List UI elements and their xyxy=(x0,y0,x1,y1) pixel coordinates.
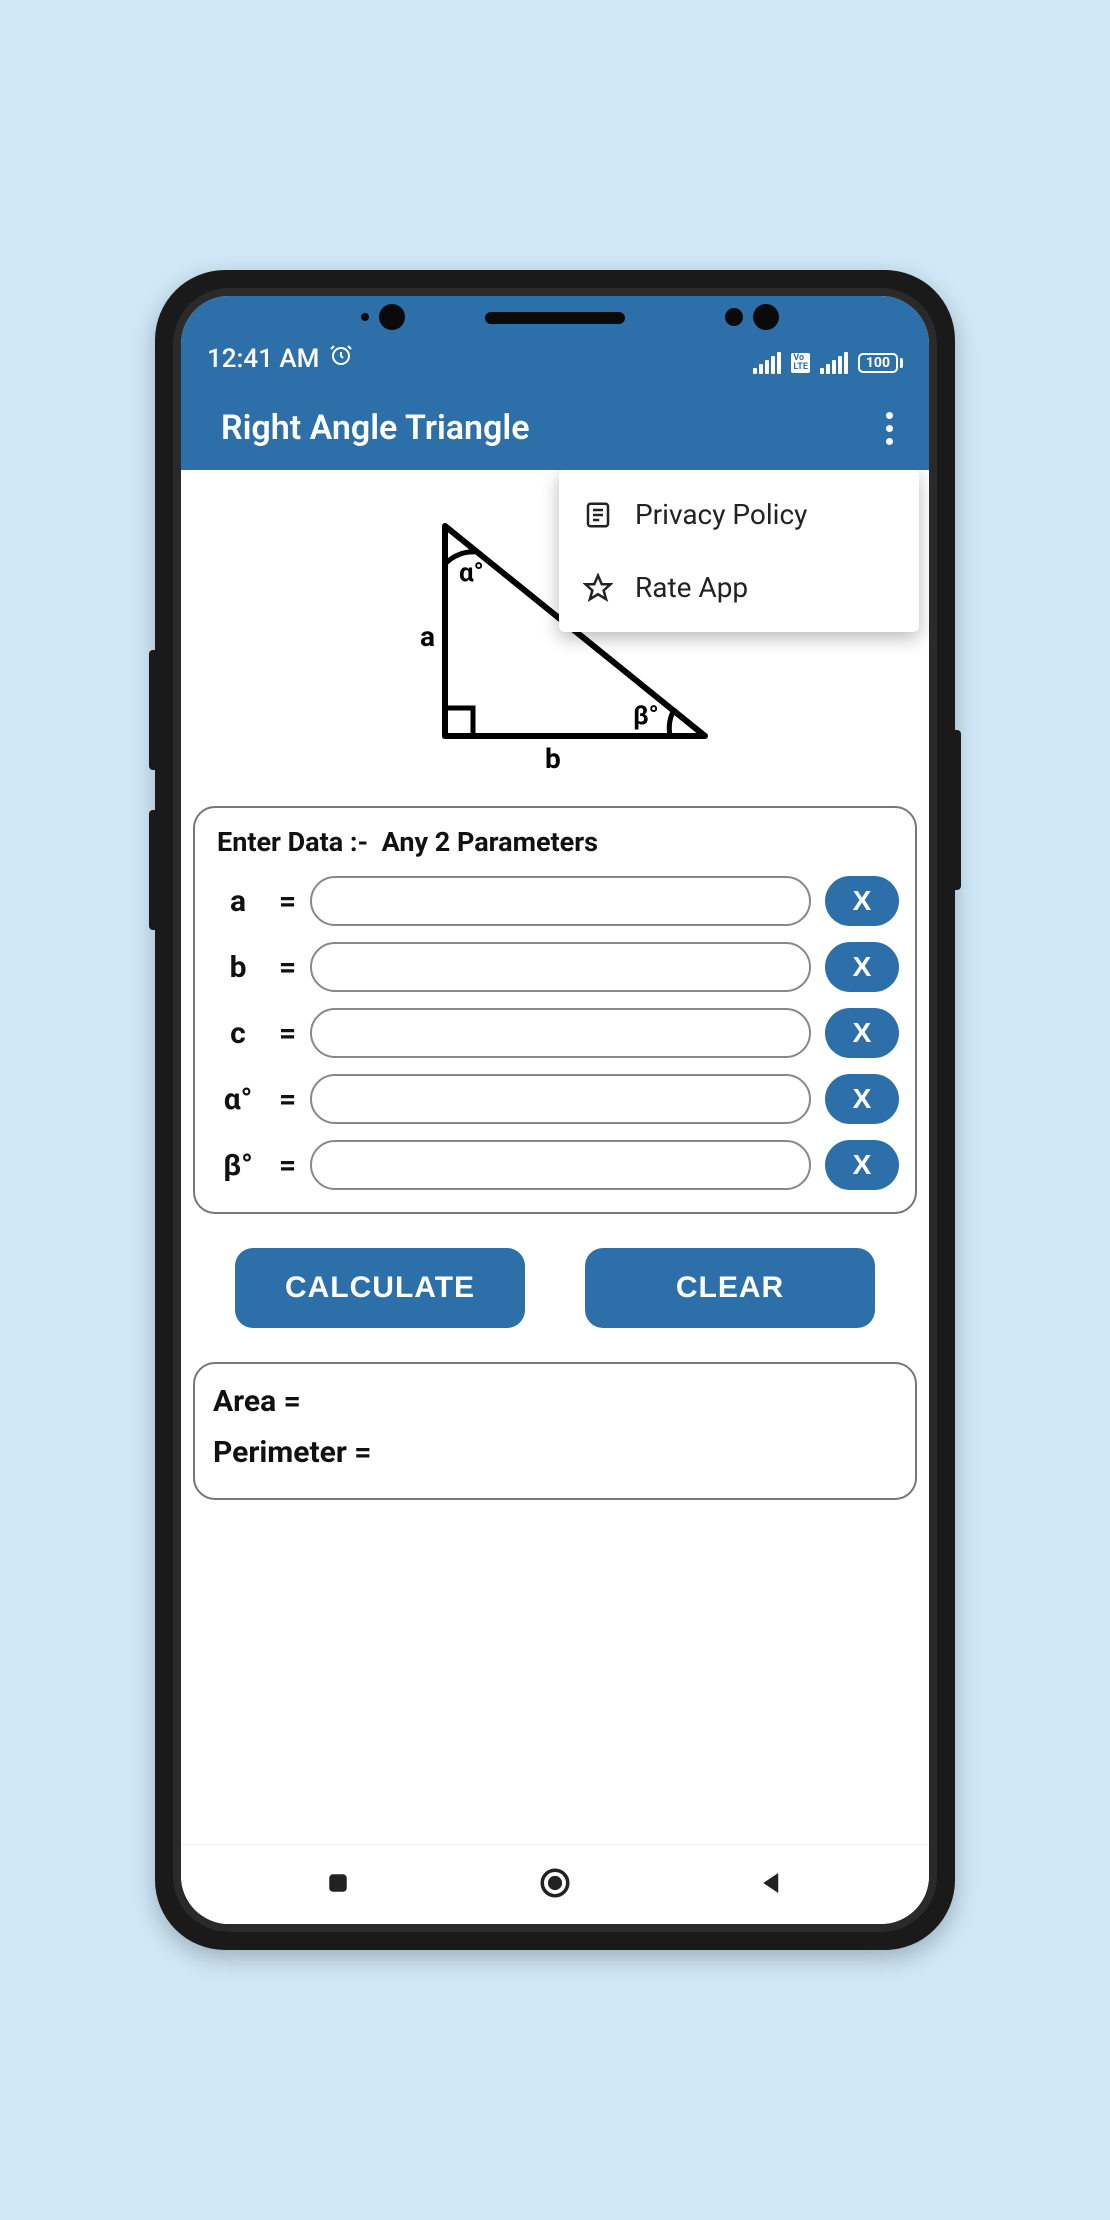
input-row-b: b = X xyxy=(211,942,899,992)
nav-back-button[interactable] xyxy=(745,1856,799,1914)
input-row-c: c = X xyxy=(211,1008,899,1058)
overflow-menu: Privacy Policy Rate App xyxy=(559,470,919,632)
input-row-alpha: α° = X xyxy=(211,1074,899,1124)
label-b: b xyxy=(211,950,265,985)
input-b[interactable] xyxy=(310,942,811,992)
status-time: 12:41 AM xyxy=(207,344,319,374)
calculate-button[interactable]: CALCULATE xyxy=(235,1248,525,1328)
power-button xyxy=(955,730,961,890)
star-icon xyxy=(583,573,613,603)
status-bar: 12:41 AM VoLTE xyxy=(181,296,929,386)
input-a[interactable] xyxy=(310,876,811,926)
signal-icon-1 xyxy=(753,352,781,374)
label-beta: β° xyxy=(211,1148,265,1183)
content: Privacy Policy Rate App xyxy=(181,470,929,1844)
input-c[interactable] xyxy=(310,1008,811,1058)
clear-button[interactable]: CLEAR xyxy=(585,1248,875,1328)
menu-item-label: Rate App xyxy=(635,571,748,604)
overflow-menu-button[interactable] xyxy=(876,402,903,455)
page-title: Right Angle Triangle xyxy=(207,408,530,448)
clear-a-button[interactable]: X xyxy=(825,876,899,926)
svg-text:a: a xyxy=(420,620,435,653)
svg-text:β°: β° xyxy=(633,701,659,731)
menu-item-privacy-policy[interactable]: Privacy Policy xyxy=(559,478,919,551)
alarm-icon xyxy=(329,343,353,374)
panel-heading: Enter Data :- Any 2 Parameters xyxy=(211,826,899,858)
label-c: c xyxy=(211,1016,265,1051)
phone-frame: 12:41 AM VoLTE xyxy=(155,270,955,1950)
input-row-a: a = X xyxy=(211,876,899,926)
label-alpha: α° xyxy=(211,1082,265,1117)
input-beta[interactable] xyxy=(310,1140,811,1190)
menu-item-rate-app[interactable]: Rate App xyxy=(559,551,919,624)
volume-down-button xyxy=(149,810,155,930)
result-area: Area = xyxy=(213,1384,897,1419)
document-icon xyxy=(583,500,613,530)
navigation-bar xyxy=(181,1844,929,1924)
clear-c-button[interactable]: X xyxy=(825,1008,899,1058)
nav-recent-button[interactable] xyxy=(311,1856,365,1914)
label-a: a xyxy=(211,884,265,919)
input-panel: Enter Data :- Any 2 Parameters a = X b =… xyxy=(193,806,917,1214)
clear-alpha-button[interactable]: X xyxy=(825,1074,899,1124)
signal-icon-2 xyxy=(820,352,848,374)
nav-home-button[interactable] xyxy=(526,1854,584,1916)
menu-item-label: Privacy Policy xyxy=(635,498,807,531)
volume-up-button xyxy=(149,650,155,770)
result-perimeter: Perimeter = xyxy=(213,1435,897,1470)
clear-b-button[interactable]: X xyxy=(825,942,899,992)
volte-icon: VoLTE xyxy=(791,353,810,373)
battery-icon: 100 xyxy=(858,353,903,373)
clear-beta-button[interactable]: X xyxy=(825,1140,899,1190)
results-panel: Area = Perimeter = xyxy=(193,1362,917,1500)
screen: 12:41 AM VoLTE xyxy=(181,296,929,1924)
input-alpha[interactable] xyxy=(310,1074,811,1124)
action-row: CALCULATE CLEAR xyxy=(193,1248,917,1328)
svg-text:b: b xyxy=(545,742,561,775)
input-row-beta: β° = X xyxy=(211,1140,899,1190)
app-bar: Right Angle Triangle xyxy=(181,386,929,470)
svg-text:α°: α° xyxy=(459,558,484,588)
